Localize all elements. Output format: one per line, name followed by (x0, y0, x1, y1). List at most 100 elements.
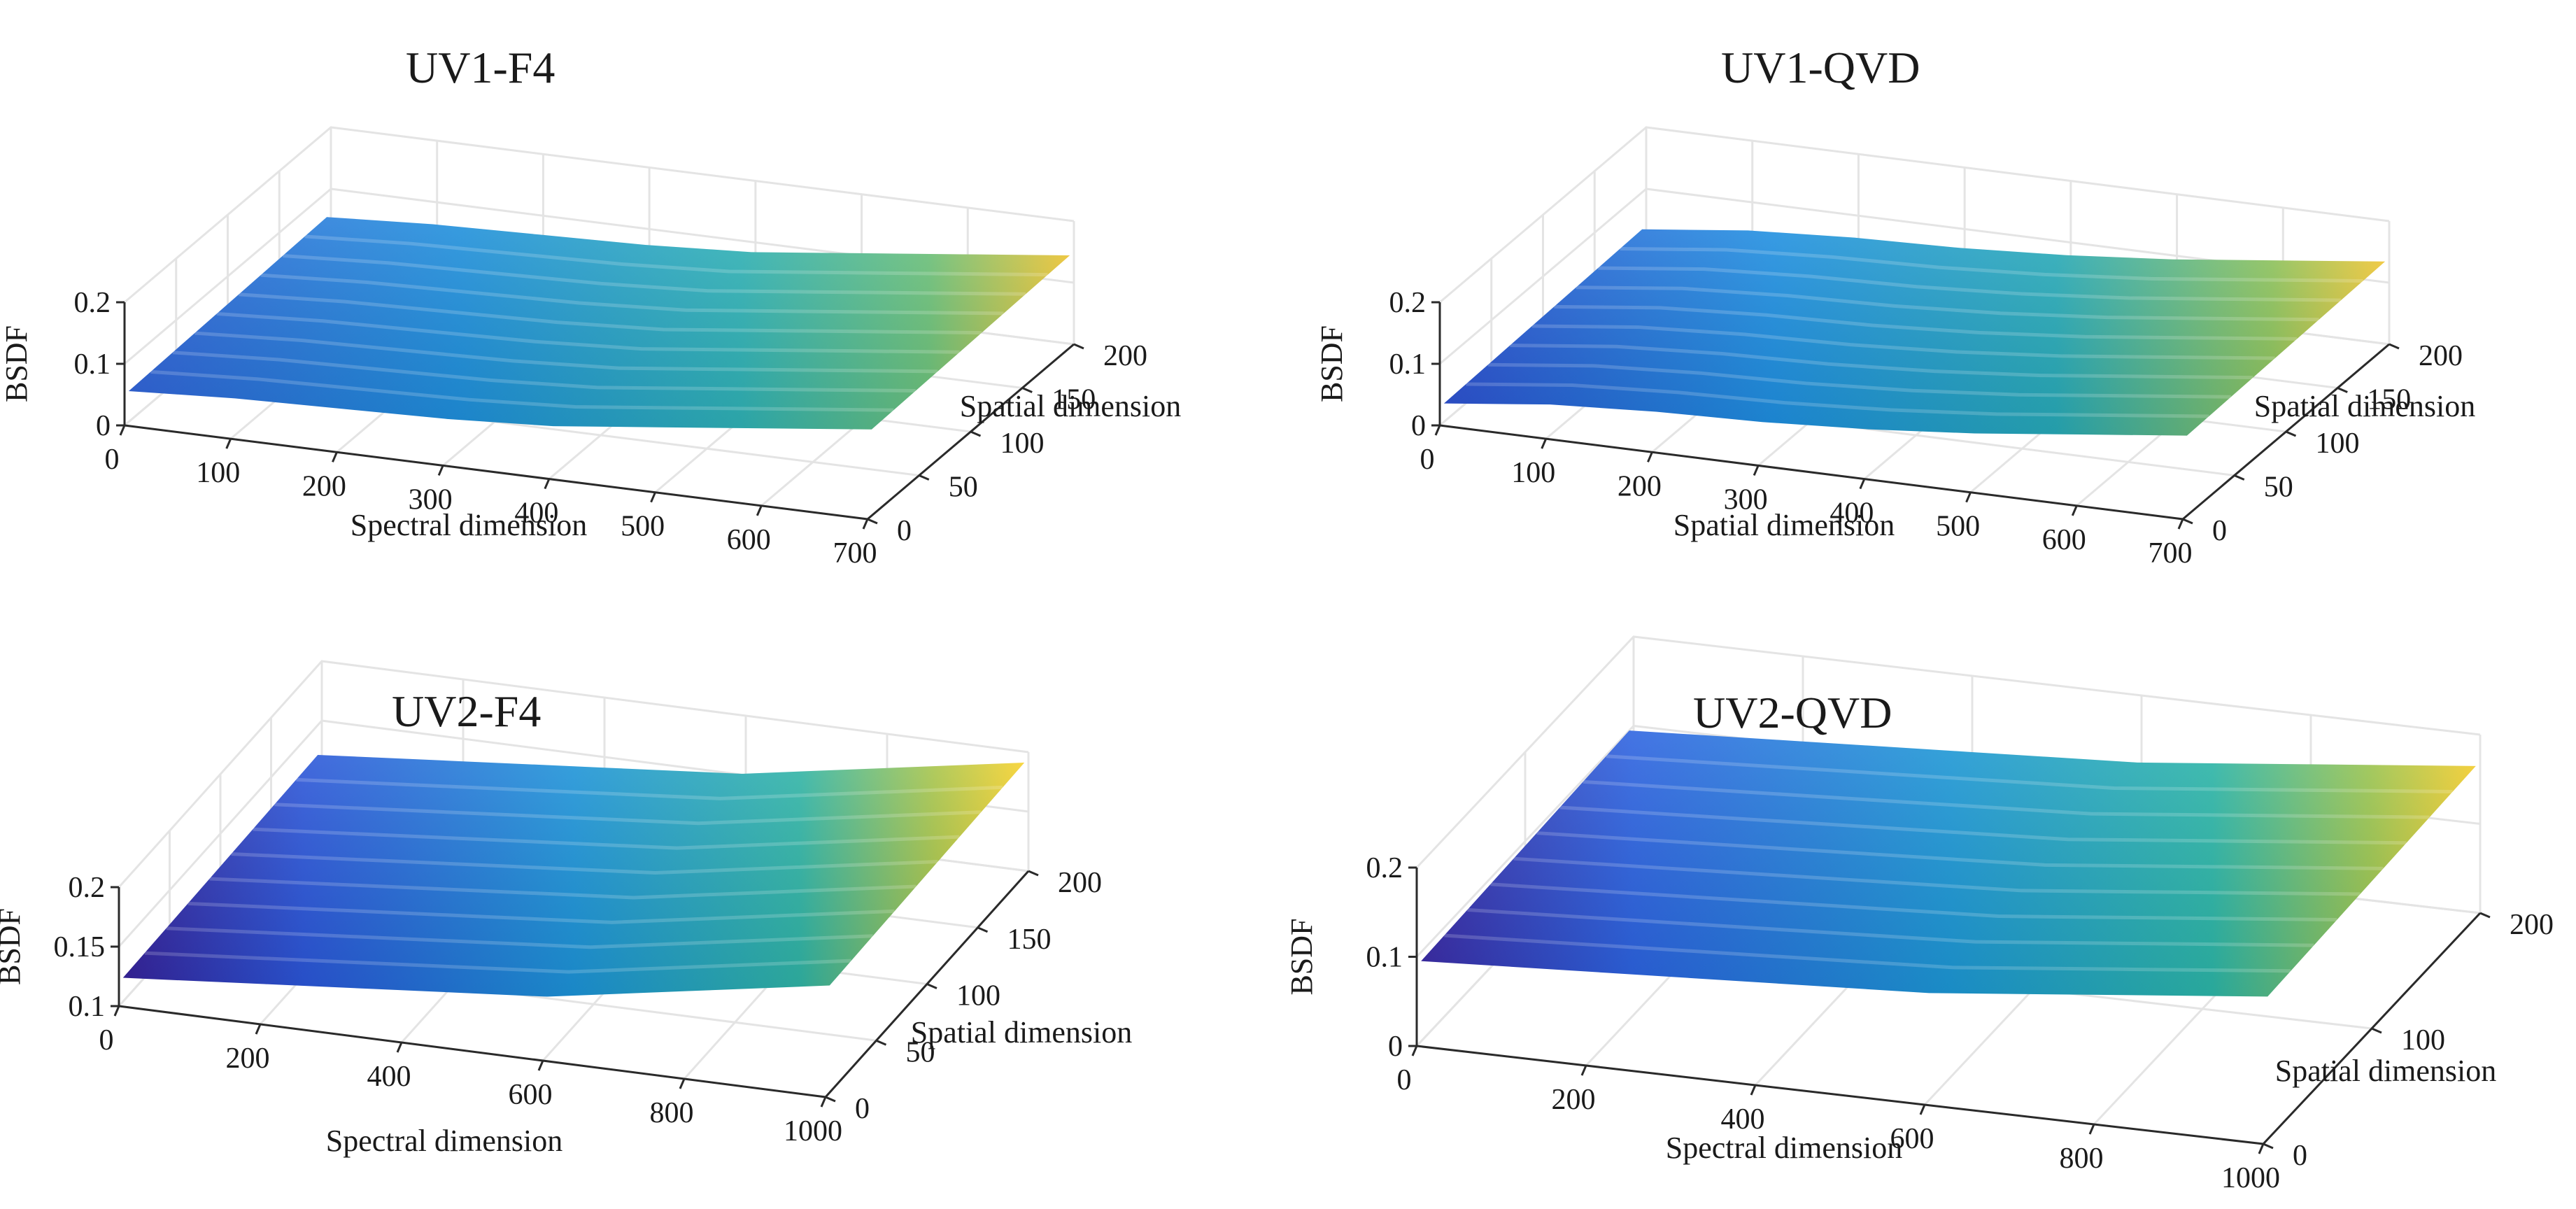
x-tick-mark (1859, 478, 1866, 490)
y-tick-mark (2479, 912, 2491, 919)
x-tick-label: 0 (99, 1024, 114, 1056)
panel-1-title: UV1-F4 (406, 43, 555, 92)
y-tick-mark (2285, 430, 2297, 437)
z-tick-label: 0.1 (1389, 348, 1427, 381)
panel-4-surface-stripe (1583, 779, 2430, 819)
x-tick-label: 1000 (2221, 1162, 2280, 1194)
panel-4-surface-stripe (1513, 856, 2361, 896)
x-tick-mark (544, 478, 551, 490)
y-tick-label: 50 (949, 472, 978, 504)
x-tick-mark (1411, 1045, 1418, 1056)
x-tick-label: 200 (226, 1042, 270, 1075)
x-tick-mark (113, 1005, 120, 1017)
z-tick-label: 0.2 (1389, 287, 1427, 319)
panel-1-surface-stripe (150, 369, 894, 412)
panel-1-surface-stripe (260, 273, 1004, 316)
z-tick-label: 0.15 (54, 931, 106, 963)
x-axis-line (118, 1005, 826, 1098)
panel-1-surface-stripe (216, 311, 960, 354)
panel-2-surface-stripe (1487, 362, 2231, 399)
y-tick-mark (825, 1096, 836, 1103)
panel-1-zlabel: BSDF (0, 325, 34, 402)
x-axis-line (124, 424, 868, 521)
panel-3-surface-stripe (187, 901, 895, 924)
x-tick-label: 300 (1724, 483, 1768, 516)
x-tick-mark (756, 505, 763, 516)
y-tick-label: 0 (2293, 1140, 2307, 1172)
x-tick-label: 200 (1552, 1084, 1596, 1116)
y-tick-mark (1021, 387, 1033, 393)
panel-3: 020040060080010000501001502000.10.150.2U… (0, 660, 1133, 1158)
x-tick-mark (255, 1024, 262, 1035)
x-tick-label: 100 (1511, 457, 1555, 489)
x-tick-mark (1965, 492, 1972, 503)
y-tick-label: 200 (2419, 340, 2463, 372)
y-tick-label: 100 (2316, 427, 2360, 460)
y-tick-mark (2182, 518, 2193, 525)
x-tick-label: 100 (196, 457, 240, 489)
y-tick-mark (919, 474, 930, 481)
z-tick-label: 0.2 (69, 872, 106, 904)
x-tick-mark (2088, 1124, 2095, 1135)
y-tick-mark (926, 983, 937, 989)
x-tick-label: 0 (1420, 444, 1435, 476)
panel-2-title: UV1-QVD (1721, 43, 1920, 92)
x-tick-mark (862, 518, 869, 530)
x-tick-label: 500 (621, 511, 665, 543)
y-tick-mark (1028, 870, 1039, 877)
panel-3-surface-stripe (274, 803, 982, 826)
y-tick-label: 50 (2264, 472, 2293, 504)
y-tick-mark (1073, 343, 1084, 350)
x-tick-label: 1000 (784, 1115, 842, 1147)
x-tick-label: 600 (727, 524, 771, 556)
x-tick-label: 500 (1936, 511, 1980, 543)
panel-3-surface-stripe (253, 827, 960, 850)
y-tick-label: 50 (906, 1036, 935, 1068)
x-tick-mark (2258, 1143, 2265, 1154)
x-tick-mark (537, 1060, 544, 1071)
panel-4-surface-stripe (1536, 831, 2384, 870)
y-tick-label: 100 (2401, 1024, 2445, 1056)
y-tick-mark (970, 430, 982, 437)
x-tick-label: 0 (1397, 1064, 1412, 1096)
x-tick-mark (2071, 505, 2078, 516)
y-tick-label: 200 (1103, 340, 1147, 372)
panel-3-surface-stripe (144, 951, 851, 974)
y-tick-mark (2371, 1027, 2382, 1034)
y-tick-mark (875, 1039, 887, 1046)
y-tick-label: 150 (2367, 384, 2411, 416)
panel-3-surface-stripe (166, 926, 873, 949)
panel-2-surface-stripe (1598, 266, 2342, 302)
y-tick-label: 200 (2510, 909, 2554, 941)
panel-3-ylabel: Spatial dimension (911, 1015, 1133, 1049)
panel-4: 0 200 400 600 800 1000 0 100 200 0 0.1 0.2 UV2-QVD Sp… (1285, 635, 2554, 1194)
y-tick-mark (867, 518, 878, 525)
y-tick-label: 150 (1052, 384, 1096, 416)
x-tick-mark (679, 1078, 686, 1089)
x-tick-label: 700 (2149, 537, 2193, 570)
panel-4-zlabel: BSDF (1285, 918, 1319, 995)
x-tick-label: 600 (509, 1079, 553, 1111)
x-tick-mark (119, 425, 126, 436)
x-tick-label: 200 (302, 470, 346, 502)
x-tick-label: 700 (833, 537, 877, 570)
x-tick-label: 400 (1830, 497, 1874, 530)
x-tick-label: 300 (409, 483, 453, 516)
x-tick-label: 200 (1618, 470, 1662, 502)
panel-1-surface-shade (128, 217, 1070, 430)
x-tick-mark (332, 451, 338, 462)
panel-4-ylabel: Spatial dimension (2275, 1054, 2497, 1088)
panel-3-surface-stripe (209, 877, 917, 900)
panel-1-axes: 0 100 200 300 400 500 600 70005010015020000.10.… (74, 287, 1148, 570)
x-tick-label: 600 (2042, 524, 2086, 556)
panel-2-surface-stripe (1531, 324, 2275, 360)
y-tick-mark (2234, 474, 2245, 481)
panel-4-surface-stripe (1467, 907, 2314, 947)
panel-2-surface-stripe (1466, 382, 2209, 418)
z-tick-label: 0 (1388, 1031, 1403, 1063)
panel-2-ylabel: Spatial dimension (2254, 389, 2476, 423)
y-tick-mark (2389, 343, 2400, 350)
y-tick-mark (2337, 387, 2348, 393)
